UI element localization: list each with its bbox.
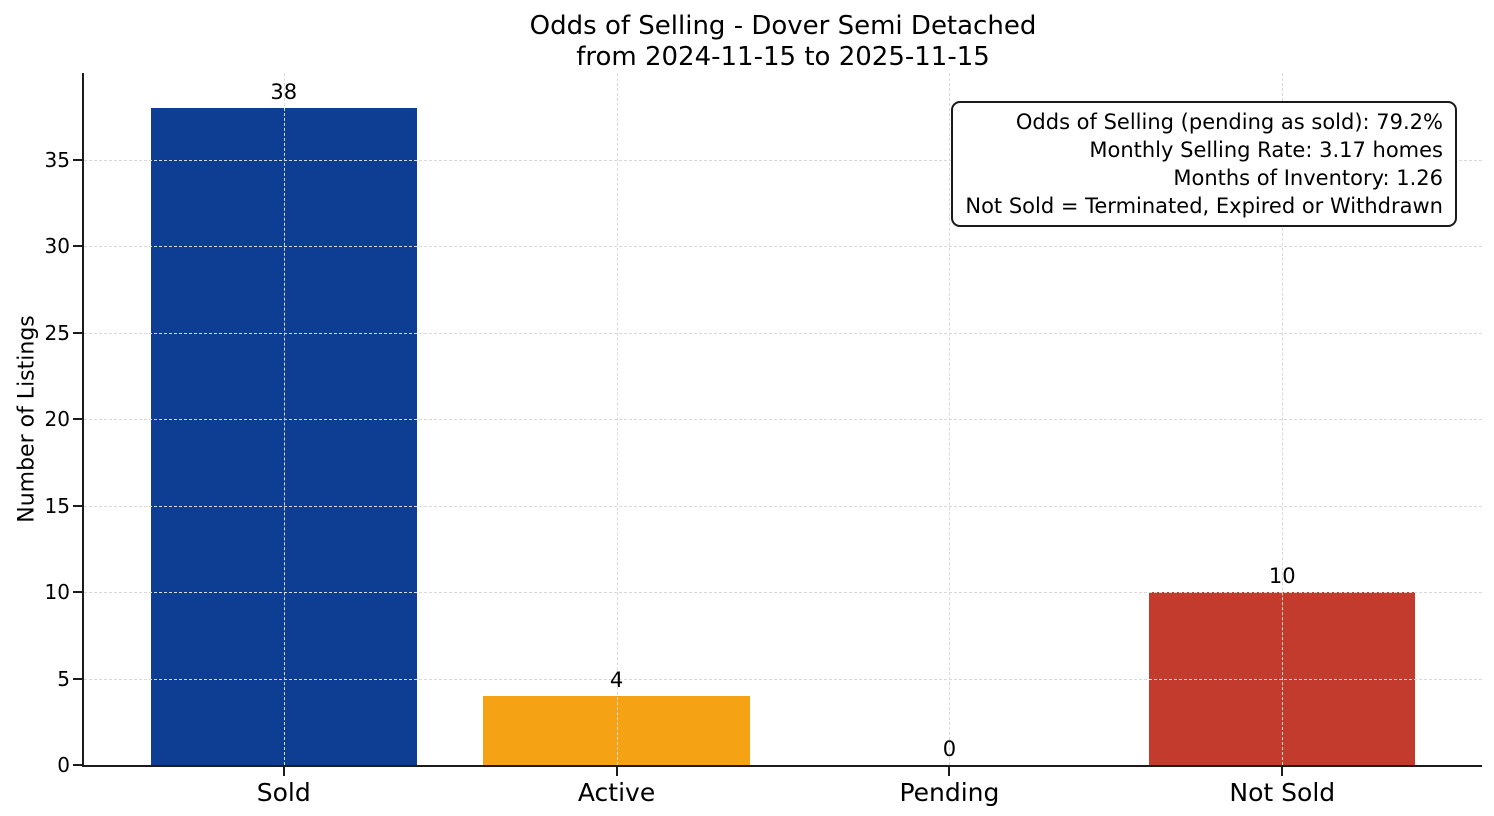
gridline-vertical bbox=[616, 73, 618, 765]
x-tick-label-sold: Sold bbox=[256, 778, 311, 807]
x-tick-mark bbox=[282, 767, 285, 776]
gridline-vertical bbox=[283, 73, 285, 765]
x-tick-mark bbox=[948, 767, 951, 776]
gridline-horizontal bbox=[84, 246, 1482, 247]
annotation-months-of-inventory: Months of Inventory: 1.26 bbox=[1173, 166, 1443, 190]
x-tick-label-pending: Pending bbox=[899, 778, 1000, 807]
gridline-horizontal bbox=[84, 592, 1482, 593]
x-tick-mark bbox=[1281, 767, 1284, 776]
y-tick-label: 25 bbox=[44, 320, 70, 345]
y-tick-mark bbox=[73, 418, 82, 420]
bar-value-label: 0 bbox=[942, 737, 957, 761]
gridline-vertical bbox=[1282, 73, 1284, 765]
plot-area: Odds of Selling (pending as sold): 79.2%… bbox=[84, 73, 1482, 765]
stats-annotation-box: Odds of Selling (pending as sold): 79.2%… bbox=[951, 101, 1457, 227]
x-axis-spine bbox=[82, 765, 1482, 767]
y-tick-label: 10 bbox=[44, 580, 70, 604]
gridline-vertical bbox=[949, 73, 951, 765]
y-tick-label: 20 bbox=[44, 407, 70, 431]
y-tick-label: 15 bbox=[44, 493, 70, 518]
y-tick-label: 30 bbox=[44, 234, 70, 258]
y-tick-label: 5 bbox=[57, 666, 70, 691]
y-tick-mark bbox=[73, 331, 82, 334]
gridline-horizontal bbox=[84, 332, 1482, 334]
x-tick-label-not-sold: Not Sold bbox=[1229, 778, 1336, 807]
bar-value-label: 10 bbox=[1268, 564, 1296, 588]
bar-value-label: 38 bbox=[270, 79, 298, 104]
annotation-not-sold-definition: Not Sold = Terminated, Expired or Withdr… bbox=[965, 194, 1443, 218]
y-tick-mark bbox=[73, 677, 82, 680]
gridline-horizontal bbox=[84, 678, 1482, 680]
y-tick-mark bbox=[73, 504, 82, 507]
annotation-monthly-selling-rate: Monthly Selling Rate: 3.17 homes bbox=[1089, 138, 1443, 162]
y-tick-mark bbox=[73, 591, 82, 593]
gridline-horizontal bbox=[84, 419, 1482, 420]
y-tick-mark bbox=[73, 245, 82, 247]
gridline-horizontal bbox=[84, 505, 1482, 507]
bar-value-label: 4 bbox=[609, 667, 624, 692]
chart-title-line2: from 2024-11-15 to 2025-11-15 bbox=[576, 42, 990, 72]
y-tick-label: 35 bbox=[44, 147, 70, 172]
gridline-horizontal bbox=[84, 159, 1482, 161]
y-axis-spine bbox=[82, 73, 84, 767]
chart-title-line1: Odds of Selling - Dover Semi Detached bbox=[529, 11, 1037, 41]
annotation-odds-of-selling: Odds of Selling (pending as sold): 79.2% bbox=[1015, 110, 1443, 134]
chart-title: Odds of Selling - Dover Semi Detached fr… bbox=[530, 11, 1037, 73]
y-tick-mark bbox=[73, 764, 82, 766]
y-tick-label: 0 bbox=[57, 753, 70, 777]
y-tick-mark bbox=[73, 158, 82, 161]
x-tick-mark bbox=[615, 767, 618, 776]
x-tick-label-active: Active bbox=[577, 778, 656, 807]
